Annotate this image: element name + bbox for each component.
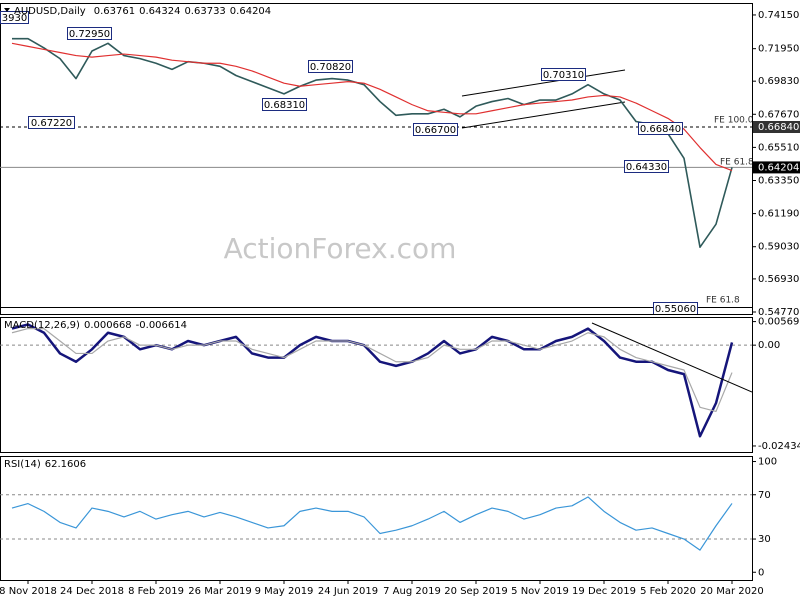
indicator-value: 62.1606 [45, 459, 86, 470]
level-label: 0.66840 [758, 122, 799, 133]
x-tick-label: 24 Jun 2019 [318, 586, 378, 597]
indicator-value: -0.006614 [136, 320, 187, 331]
watermark: ActionForex.com [224, 232, 457, 265]
header-ohlc: 0.64204 [230, 6, 271, 17]
annotation: 0.66840 [640, 124, 681, 135]
x-tick-label: 7 Aug 2019 [383, 586, 441, 597]
x-tick-label: 26 Mar 2019 [188, 586, 251, 597]
header-ohlc: 0.64324 [139, 6, 180, 17]
x-tick-label: 20 Sep 2019 [444, 586, 507, 597]
annotation-box [67, 27, 112, 40]
level-label: 0.64204 [758, 162, 799, 173]
y-tick-label: 0.00 [758, 340, 780, 351]
trend-line [591, 322, 752, 393]
series-line [11, 323, 734, 438]
y-tick-label: 0.005691 [758, 317, 800, 328]
y-tick-label: 0.65510 [758, 142, 799, 153]
indicator-value: 0.000668 [84, 320, 132, 331]
x-tick-label: 20 Mar 2020 [700, 586, 763, 597]
plot [11, 322, 752, 438]
indicator-title: MACD(12,26,9) [4, 320, 80, 331]
level-box [753, 121, 800, 134]
annotation-box [653, 302, 698, 314]
indicator-header: RSI(14) 62.1606 [4, 459, 86, 470]
annotation-box [0, 11, 29, 24]
level-box [753, 161, 800, 174]
x-tick-label: 24 Dec 2018 [60, 586, 124, 597]
annotation-box [28, 116, 75, 129]
symbol-icon [4, 8, 10, 12]
annotation-box [262, 98, 307, 111]
panel-frame [0, 317, 753, 453]
y-tick-label: 0.71950 [758, 44, 799, 55]
plot [11, 496, 733, 551]
y-tick-label: 0.61190 [758, 209, 799, 220]
x-tick-label: 8 Feb 2019 [128, 586, 184, 597]
annotation: 0.70310 [543, 70, 584, 81]
annotation: 3930 [2, 13, 27, 24]
panel-frame [0, 3, 753, 315]
annotation: 0.55060 [655, 304, 696, 315]
fe-label: FE 61.8 [706, 296, 740, 306]
annotation: 0.72950 [69, 29, 110, 40]
annotation: 0.70820 [310, 62, 351, 73]
annotation-box [308, 60, 353, 73]
x-tick-label: 19 Dec 2019 [572, 586, 636, 597]
annotation-box [624, 160, 669, 173]
indicator-title: RSI(14) [4, 459, 41, 470]
annotation-box [413, 123, 458, 136]
annotation-box [638, 122, 683, 135]
y-tick-label: 70 [758, 490, 771, 501]
annotation: 0.68310 [264, 100, 305, 111]
y-tick-label: 0.74150 [758, 10, 799, 21]
annotation: 0.67220 [31, 118, 72, 129]
y-tick-label: 0.67670 [758, 109, 799, 120]
indicator-header: MACD(12,26,9) 0.000668 -0.006614 [4, 320, 187, 331]
header-title: AUDUSD,Daily [14, 6, 86, 17]
x-tick-label: 8 Nov 2018 [0, 586, 57, 597]
y-tick-label: 0 [758, 567, 764, 578]
plot: ActionForex.com 3930 0.72950 0.67220 0.68310… [0, 11, 754, 315]
series-line [11, 496, 733, 551]
x-tick-label: 5 Feb 2020 [640, 586, 696, 597]
y-tick-label: 0.63350 [758, 175, 799, 186]
y-tick-label: 0.69830 [758, 76, 799, 87]
channel-line [461, 69, 626, 97]
series-line [11, 327, 733, 413]
annotation: 0.66700 [415, 125, 456, 136]
y-tick-label: 0.59030 [758, 242, 799, 253]
y-tick-label: 100 [758, 457, 777, 468]
annotation-box [541, 68, 586, 81]
y-tick-label: -0.024344 [758, 441, 800, 452]
header-ohlc: 0.63761 [94, 6, 135, 17]
channel-line [461, 101, 626, 129]
x-tick-label: 5 Nov 2019 [511, 586, 569, 597]
header-ohlc: 0.63733 [184, 6, 225, 17]
y-tick-label: 0.56930 [758, 274, 799, 285]
y-tick-label: 30 [758, 534, 771, 545]
x-tick-label: 9 May 2019 [255, 586, 314, 597]
header: AUDUSD,Daily 0.63761 0.64324 0.63733 0.64204 [14, 6, 271, 17]
fe-label: FE 61.8 [720, 158, 754, 168]
series-line [12, 37, 733, 248]
y-tick-label: 0.54770 [758, 307, 799, 318]
annotation: 0.64330 [626, 162, 667, 173]
fe-label: FE 100.0 [714, 116, 754, 126]
series-line [11, 42, 733, 172]
panel-frame [0, 456, 753, 581]
